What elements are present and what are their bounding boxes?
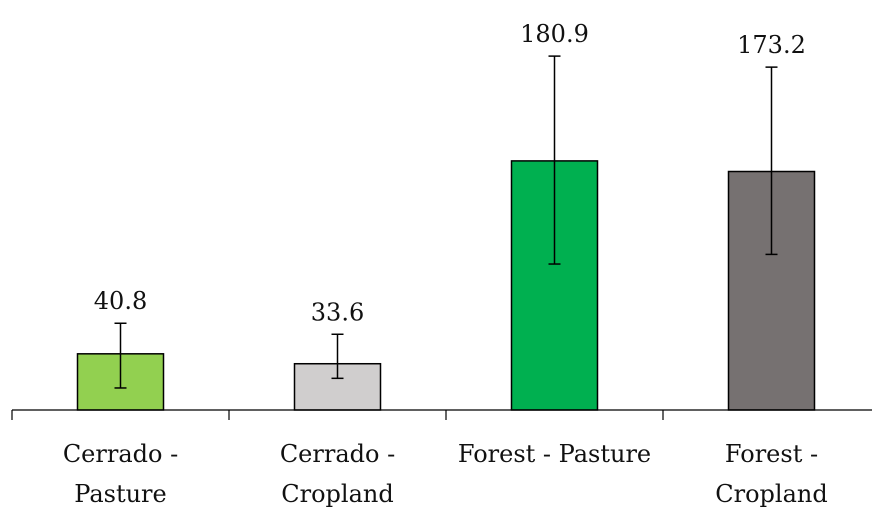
x-tick-label-3-1: Cropland [715, 480, 827, 508]
x-axis [11, 409, 872, 420]
x-tick-label-0-0: Cerrado - [63, 440, 178, 468]
x-tick-label-1-0: Cerrado - [280, 440, 395, 468]
x-tick-label-0-1: Pasture [74, 480, 166, 508]
x-tick-label-1-1: Cropland [281, 480, 393, 508]
bars-layer [76, 55, 816, 411]
data-label-0: 40.8 [94, 287, 147, 315]
x-tick-label-3-0: Forest - [725, 440, 818, 468]
data-label-3: 173.2 [737, 31, 806, 59]
labels-layer: 40.8 Cerrado - Pasture 33.6 Cerrado - Croplan… [63, 20, 828, 508]
data-label-2: 180.9 [520, 20, 589, 48]
x-tick-label-2-0: Forest - Pasture [458, 440, 651, 468]
data-label-1: 33.6 [311, 298, 364, 326]
